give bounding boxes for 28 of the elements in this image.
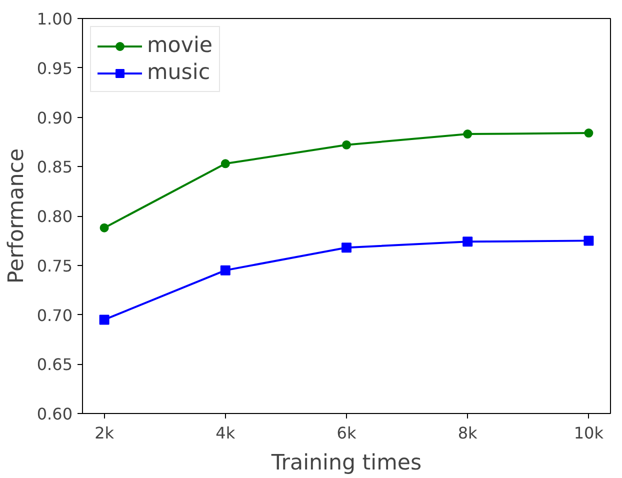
point: [99, 314, 110, 325]
y-tick-label: 0.65: [36, 355, 72, 374]
x-tick-label: 8k: [458, 424, 478, 442]
x-tick-label: 10k: [574, 424, 604, 442]
y-tick-label: 0.70: [36, 306, 72, 325]
point: [220, 159, 230, 168]
y-tick-label: 0.85: [36, 158, 72, 177]
x-tick-label: 2k: [94, 424, 115, 442]
y-tick-label: 0.75: [36, 256, 72, 276]
x-tick-label: 6k: [336, 424, 357, 442]
point: [463, 130, 472, 139]
point: [462, 236, 473, 247]
point: [100, 223, 109, 232]
y-tick-label: 0.80: [36, 207, 72, 226]
x-tick-label: 4k: [216, 424, 236, 442]
point: [342, 242, 352, 253]
point: [220, 265, 230, 276]
x-axis-title: Training times: [270, 450, 422, 476]
y-tick-label: 1.00: [36, 10, 72, 28]
point: [584, 236, 594, 246]
y-tick-label: 0.60: [36, 404, 72, 424]
legend-label: movie: [147, 33, 212, 58]
legend-label: music: [147, 60, 210, 85]
point: [584, 128, 594, 138]
y-tick-label: 0.90: [36, 108, 72, 128]
point: [342, 140, 351, 150]
y-tick-label: 0.95: [36, 58, 72, 78]
y-axis-title: Performance: [4, 148, 29, 284]
